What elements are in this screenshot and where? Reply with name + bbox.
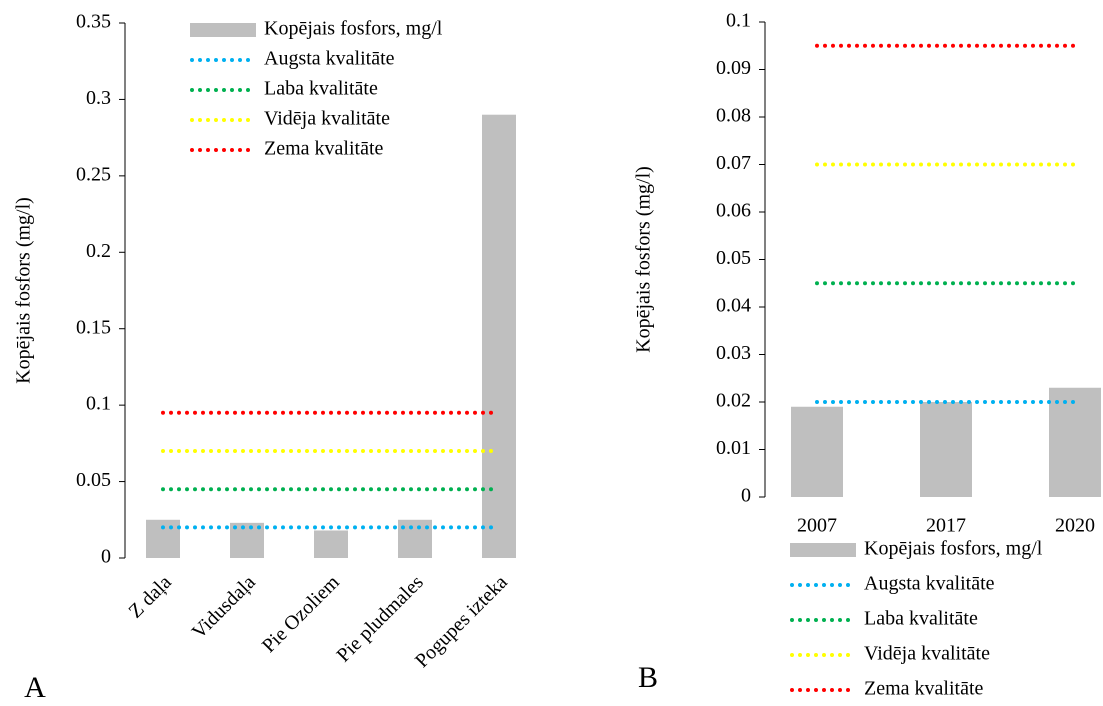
- bar: [920, 402, 972, 497]
- y-tick-label: 0.1: [86, 393, 111, 415]
- y-tick-label: 0.1: [726, 10, 751, 32]
- y-tick-label: 0.09: [716, 57, 751, 79]
- bar: [1049, 387, 1101, 497]
- x-tick-label: Pie pludmales: [332, 571, 427, 666]
- bar: [314, 530, 348, 558]
- y-tick-label: 0.25: [76, 163, 111, 185]
- y-tick-label: 0.04: [716, 295, 751, 317]
- y-tick-label: 0.35: [76, 11, 111, 33]
- bar: [791, 406, 843, 497]
- y-tick-label: 0.15: [76, 316, 111, 338]
- legend-label: Zema kvalitāte: [264, 138, 384, 160]
- panel-label: A: [24, 671, 46, 704]
- legend-swatch: [790, 543, 856, 557]
- y-axis-label: Kopējais fosfors (mg/l): [13, 197, 35, 384]
- legend-label: Vidēja kvalitāte: [864, 643, 990, 665]
- legend-swatch: [190, 23, 256, 37]
- bar: [482, 114, 516, 558]
- y-tick-label: 0.01: [716, 437, 751, 459]
- legend-label: Kopējais fosfors, mg/l: [864, 538, 1043, 560]
- y-tick-label: 0.2: [86, 240, 111, 262]
- y-axis-label: Kopējais fosfors (mg/l): [633, 166, 655, 353]
- y-tick-label: 0.06: [716, 200, 751, 222]
- y-tick-label: 0.08: [716, 105, 751, 127]
- legend-label: Augsta kvalitāte: [264, 48, 395, 70]
- legend-label: Laba kvalitāte: [264, 78, 378, 100]
- y-tick-label: 0.05: [716, 247, 751, 269]
- x-tick-label: Vidusdaļa: [188, 571, 260, 643]
- y-tick-label: 0.05: [76, 469, 111, 491]
- y-tick-label: 0.07: [716, 152, 751, 174]
- legend-label: Zema kvalitāte: [864, 678, 984, 700]
- x-tick-label: 2007: [797, 515, 837, 537]
- y-tick-label: 0: [101, 546, 111, 568]
- y-tick-label: 0: [741, 485, 751, 507]
- legend-label: Augsta kvalitāte: [864, 573, 995, 595]
- legend-label: Vidēja kvalitāte: [264, 108, 390, 130]
- legend-label: Laba kvalitāte: [864, 608, 978, 630]
- x-tick-label: 2017: [926, 515, 966, 537]
- y-tick-label: 0.03: [716, 342, 751, 364]
- legend-label: Kopējais fosfors, mg/l: [264, 18, 443, 40]
- y-tick-label: 0.3: [86, 87, 111, 109]
- x-tick-label: 2020: [1055, 515, 1095, 537]
- x-tick-label: Z daļa: [124, 571, 175, 622]
- x-tick-label: Pie Ozoliem: [258, 571, 344, 657]
- panel-label: B: [638, 661, 658, 694]
- y-tick-label: 0.02: [716, 390, 751, 412]
